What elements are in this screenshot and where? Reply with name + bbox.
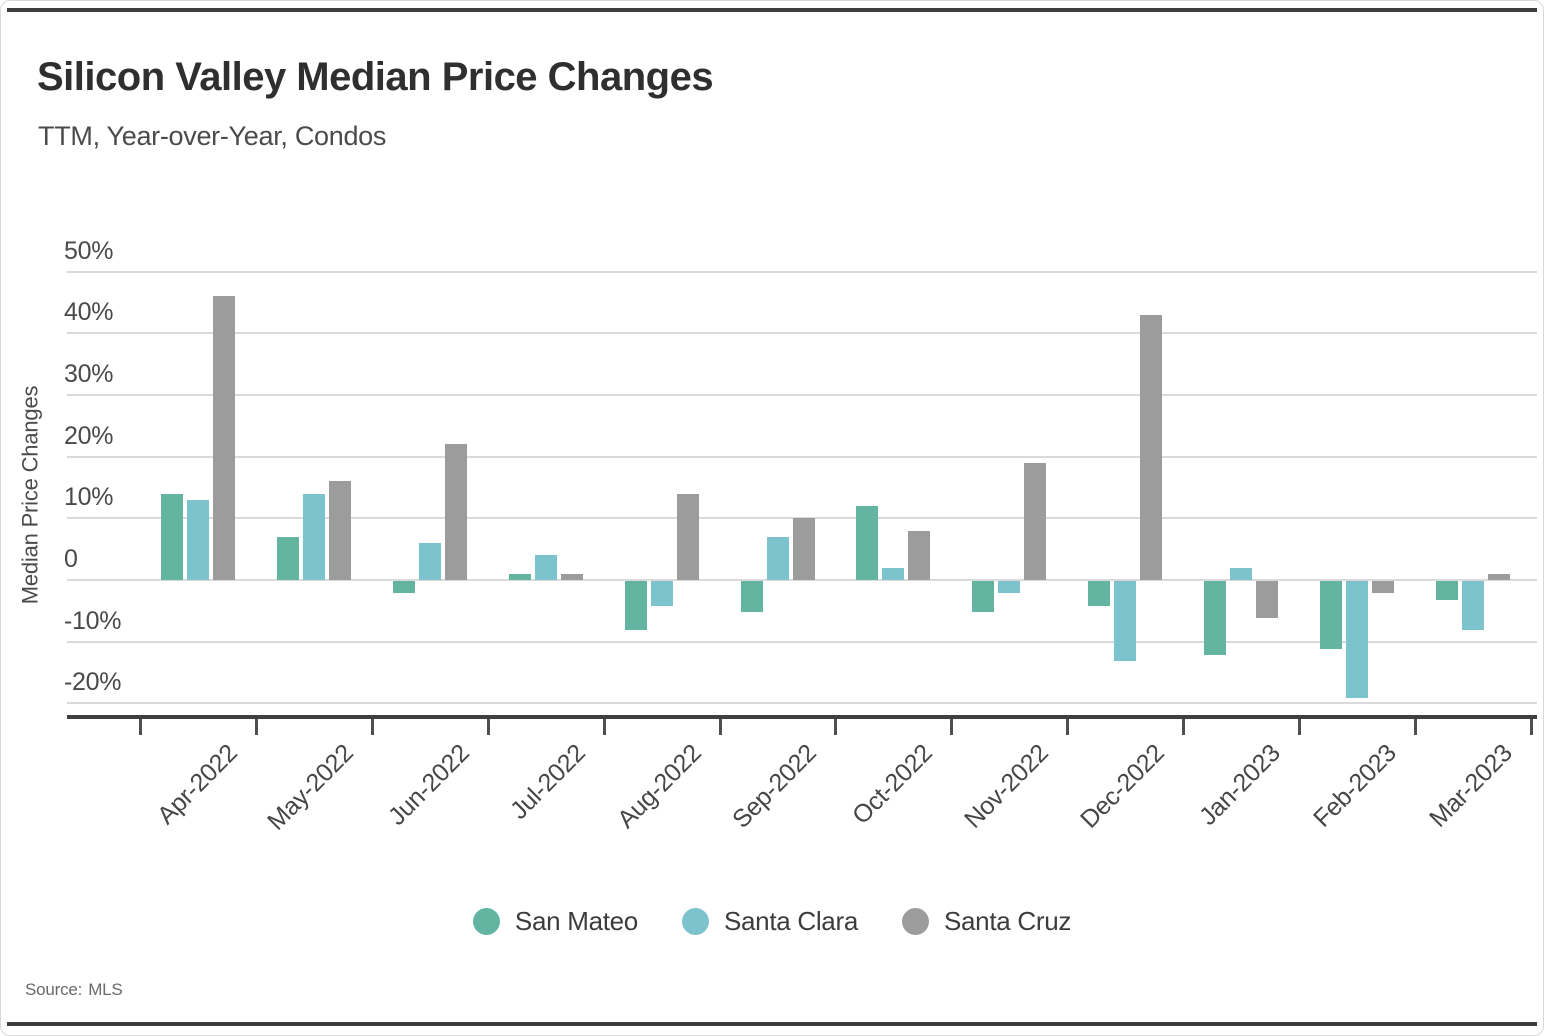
- bar-santa-cruz-nov-2022: [1024, 462, 1047, 580]
- x-tick-label-jul-2022: Jul-2022: [504, 739, 591, 825]
- bar-santa-clara-sep-2022: [766, 536, 789, 580]
- bar-san-mateo-aug-2022: [624, 581, 647, 631]
- bar-santa-cruz-jul-2022: [560, 573, 583, 580]
- x-tick-label-nov-2022: Nov-2022: [959, 739, 1055, 834]
- x-axis-line: [67, 715, 1537, 719]
- legend-swatch-santa-cruz-icon: [901, 908, 929, 935]
- y-tick-label-20: 20%: [64, 421, 114, 450]
- page-subtitle: TTM, Year-over-Year, Condos: [38, 121, 387, 151]
- bar-santa-clara-mar-2023: [1461, 581, 1484, 631]
- bar-santa-cruz-jan-2023: [1256, 581, 1279, 619]
- bar-santa-clara-oct-2022: [882, 567, 905, 580]
- y-tick-label-10: 10%: [64, 483, 114, 512]
- bottom-border-rule: [7, 1022, 1537, 1026]
- bar-san-mateo-apr-2022: [161, 493, 183, 580]
- legend-swatch-santa-clara-icon: [681, 908, 709, 935]
- bar-san-mateo-sep-2022: [740, 581, 763, 612]
- bar-san-mateo-jan-2023: [1204, 581, 1227, 656]
- gridline-30: [67, 393, 1537, 396]
- page-title: Silicon Valley Median Price Changes: [37, 55, 714, 99]
- bar-santa-cruz-feb-2023: [1372, 581, 1394, 594]
- bar-santa-cruz-aug-2022: [676, 493, 699, 580]
- x-axis-tick-4: [602, 719, 606, 735]
- bar-san-mateo-mar-2023: [1435, 581, 1458, 600]
- x-axis-tick-6: [834, 719, 838, 735]
- bar-santa-cruz-jun-2022: [444, 444, 467, 580]
- bar-san-mateo-nov-2022: [972, 581, 995, 612]
- bar-santa-clara-apr-2022: [187, 499, 209, 580]
- top-border-rule: [7, 8, 1537, 12]
- y-tick-label-40: 40%: [64, 298, 114, 327]
- x-tick-label-may-2022: May-2022: [261, 739, 359, 836]
- x-axis-tick-12: [1529, 719, 1533, 735]
- y-tick-label-30: 30%: [64, 359, 114, 388]
- bar-san-mateo-jun-2022: [392, 581, 415, 594]
- legend-item-san-mateo: San Mateo: [472, 906, 638, 937]
- x-tick-label-jun-2022: Jun-2022: [382, 739, 475, 831]
- x-tick-label-aug-2022: Aug-2022: [611, 739, 707, 834]
- x-tick-label-oct-2022: Oct-2022: [847, 739, 939, 830]
- source-label: Source:: [25, 980, 83, 999]
- x-axis-tick-2: [370, 719, 374, 735]
- gridline-40: [67, 332, 1537, 335]
- legend: San Mateo Santa Clara Santa Cruz: [1, 906, 1543, 937]
- y-tick-label-50: 50%: [64, 236, 114, 265]
- bar-santa-clara-may-2022: [302, 493, 325, 580]
- x-axis-tick-10: [1298, 719, 1301, 735]
- bar-san-mateo-dec-2022: [1088, 581, 1111, 606]
- x-tick-label-mar-2023: Mar-2023: [1423, 739, 1518, 833]
- y-tick-label-0: 0: [64, 545, 78, 573]
- x-tick-label-jan-2023: Jan-2023: [1194, 739, 1286, 831]
- bar-santa-cruz-oct-2022: [908, 530, 931, 580]
- bar-santa-clara-nov-2022: [998, 581, 1021, 594]
- x-axis-tick-1: [254, 719, 258, 735]
- gridline--20: [67, 702, 1537, 705]
- bar-santa-clara-jun-2022: [418, 542, 441, 580]
- x-tick-label-feb-2023: Feb-2023: [1307, 739, 1402, 833]
- x-axis-tick-3: [486, 719, 490, 735]
- legend-item-santa-cruz: Santa Cruz: [901, 906, 1072, 937]
- bar-santa-clara-jul-2022: [534, 555, 557, 580]
- legend-label-santa-clara: Santa Clara: [723, 906, 858, 936]
- source-line: Source: MLS: [25, 980, 123, 1000]
- gridline-50: [67, 270, 1537, 273]
- bar-santa-cruz-sep-2022: [792, 518, 815, 580]
- legend-label-san-mateo: San Mateo: [514, 906, 638, 936]
- bar-san-mateo-jul-2022: [508, 573, 531, 580]
- x-axis-tick-8: [1066, 719, 1070, 735]
- legend-item-santa-clara: Santa Clara: [681, 906, 858, 937]
- bar-san-mateo-may-2022: [276, 536, 299, 580]
- x-axis-tick-9: [1182, 719, 1186, 735]
- plot-area: 50% 40% 30% 20% 10% 0 -10% -20% Apr-2022 May-2022…: [64, 237, 1537, 836]
- bar-santa-cruz-mar-2023: [1487, 573, 1510, 580]
- x-axis-tick-0: [139, 719, 142, 735]
- bar-santa-clara-aug-2022: [650, 581, 673, 606]
- gridline--10: [67, 640, 1537, 643]
- x-axis-tick-5: [718, 719, 722, 735]
- x-tick-label-apr-2022: Apr-2022: [151, 739, 243, 830]
- bar-san-mateo-feb-2023: [1320, 581, 1342, 649]
- x-axis-tick-7: [950, 719, 954, 735]
- y-tick-label--10: -10%: [64, 606, 122, 635]
- y-axis-title: Median Price Changes: [17, 385, 43, 604]
- gridline-20: [67, 455, 1537, 458]
- bar-santa-clara-jan-2023: [1230, 567, 1253, 580]
- x-axis-tick-11: [1413, 719, 1417, 735]
- y-axis-title-wrap: Median Price Changes: [5, 271, 55, 718]
- bar-santa-cruz-apr-2022: [213, 296, 235, 580]
- x-tick-label-dec-2022: Dec-2022: [1075, 739, 1170, 834]
- bar-santa-clara-feb-2023: [1346, 581, 1368, 699]
- x-tick-label-sep-2022: Sep-2022: [727, 739, 823, 834]
- bar-san-mateo-oct-2022: [856, 505, 879, 580]
- legend-label-santa-cruz: Santa Cruz: [943, 906, 1072, 936]
- source-value: MLS: [88, 980, 123, 999]
- gridline-0: [67, 579, 1537, 581]
- y-tick-label--20: -20%: [64, 668, 122, 697]
- bar-santa-cruz-may-2022: [328, 481, 351, 580]
- legend-swatch-san-mateo-icon: [472, 908, 500, 935]
- bar-santa-clara-dec-2022: [1114, 581, 1137, 662]
- bar-santa-cruz-dec-2022: [1140, 314, 1163, 580]
